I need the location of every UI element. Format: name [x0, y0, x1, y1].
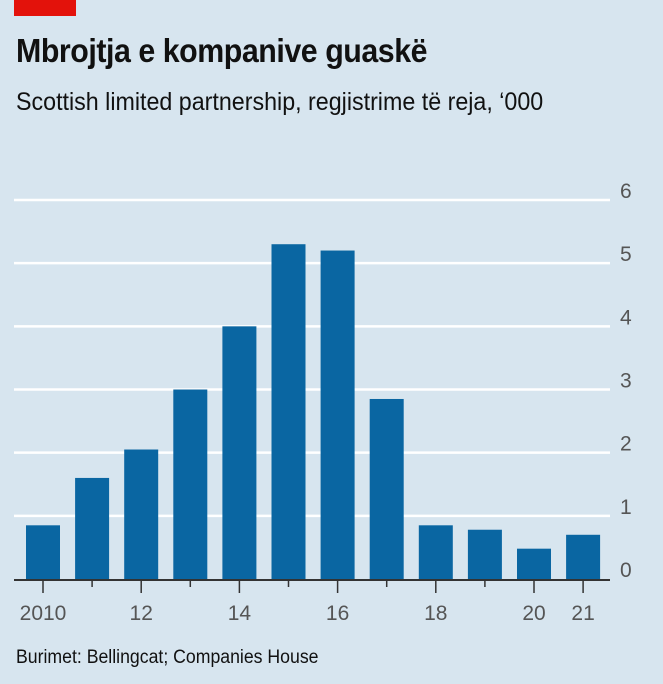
x-tick-label: 14 [228, 602, 252, 625]
bars [26, 244, 601, 580]
bar-2014 [222, 326, 257, 579]
y-tick-label: 0 [620, 559, 632, 582]
y-tick-label: 6 [620, 180, 632, 203]
x-tick-label: 21 [571, 602, 594, 625]
bar-2020 [517, 548, 551, 579]
y-tick-label: 2 [620, 433, 632, 456]
bar-2015 [271, 244, 306, 579]
brand-tag [14, 0, 76, 16]
x-tick-label: 16 [326, 602, 349, 625]
y-tick-label: 5 [620, 243, 632, 266]
x-tick-label: 20 [522, 602, 545, 625]
y-tick-label: 3 [620, 370, 632, 393]
bar-2010 [26, 525, 60, 579]
gridlines [14, 198, 610, 518]
x-tick-label: 18 [424, 602, 447, 625]
x-tick-label: 2010 [20, 602, 67, 625]
y-tick-label: 4 [620, 306, 632, 329]
source-note: Burimet: Bellingcat; Companies House [16, 647, 319, 668]
bar-2019 [467, 529, 502, 579]
x-tick-label: 12 [130, 602, 153, 625]
chart-subtitle: Scottish limited partnership, regjistrim… [16, 88, 544, 116]
bar-2012 [124, 449, 159, 579]
chart-title: Mbrojtja e kompanive guaskë [16, 32, 428, 69]
bar-2013 [173, 389, 208, 579]
bar-2017 [369, 398, 404, 579]
bar-2011 [75, 477, 110, 579]
bar-2021 [566, 534, 601, 579]
y-tick-label: 1 [620, 496, 632, 519]
bar-2016 [320, 250, 355, 580]
bar-2018 [418, 525, 453, 579]
